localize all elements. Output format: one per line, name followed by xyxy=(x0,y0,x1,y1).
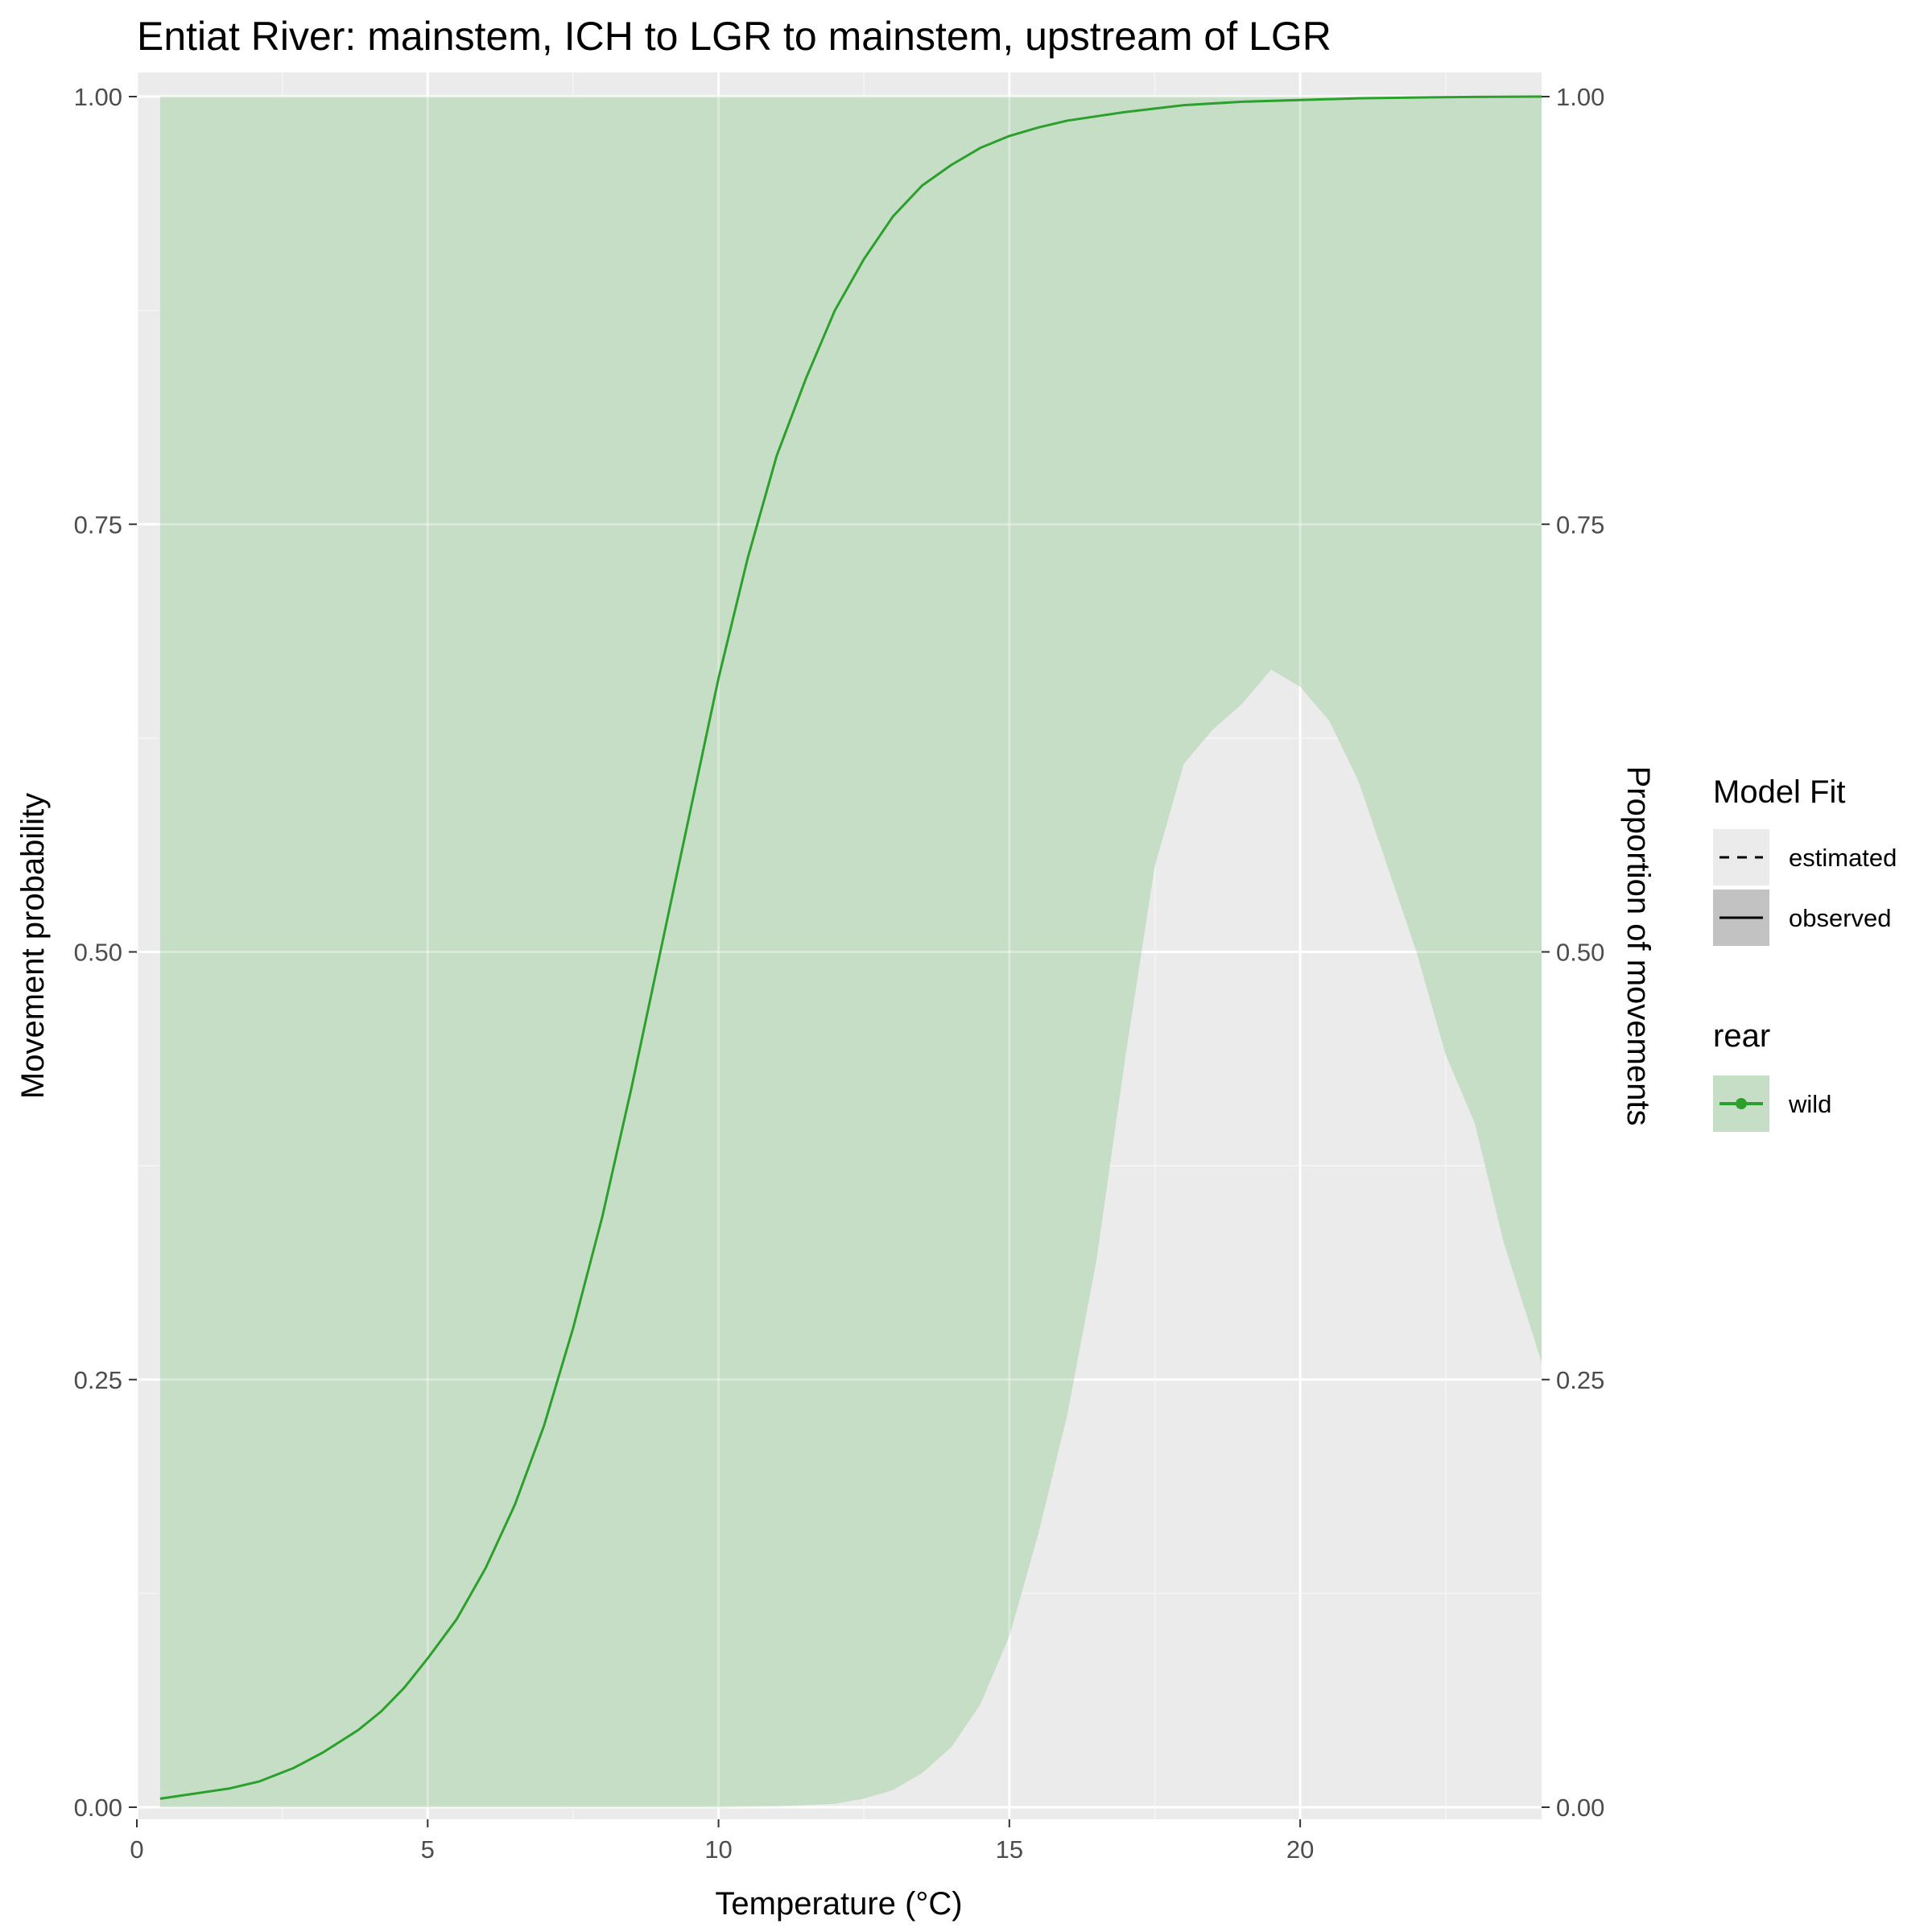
y2-axis-title: Proportion of movements xyxy=(1620,766,1656,1126)
y-tick-label: 0.50 xyxy=(74,939,122,967)
ribbon-area xyxy=(159,97,1542,1807)
y2-tick-label: 1.00 xyxy=(1556,83,1604,111)
y-tick-label: 1.00 xyxy=(74,83,122,111)
y-axis-left: 0.00 0.25 0.50 0.75 1.00 xyxy=(74,83,137,1822)
grid-overlay xyxy=(135,72,1542,1819)
x-tick-label: 20 xyxy=(1286,1835,1314,1864)
legend-point-wild-icon xyxy=(1736,1098,1747,1109)
legend-model-fit: Model Fit estimated observed xyxy=(1713,774,1897,946)
y-tick-label: 0.00 xyxy=(74,1794,122,1822)
y2-tick-label: 0.25 xyxy=(1556,1366,1604,1394)
x-tick-label: 10 xyxy=(704,1835,732,1864)
x-tick-label: 15 xyxy=(996,1835,1023,1864)
movement-probability-line xyxy=(159,95,1542,1800)
x-axis: 0 5 10 15 20 xyxy=(130,1819,1314,1864)
y-tick-label: 0.25 xyxy=(74,1366,122,1394)
y2-tick-label: 0.00 xyxy=(1556,1794,1604,1822)
ribbon-area-group xyxy=(159,97,1542,1807)
legend-title-model-fit: Model Fit xyxy=(1713,774,1846,810)
y-tick-label: 0.75 xyxy=(74,510,122,539)
legend-rear: rear wild xyxy=(1713,1018,1831,1132)
chart-title: Entiat River: mainstem, ICH to LGR to ma… xyxy=(137,14,1331,59)
x-tick-label: 5 xyxy=(421,1835,435,1864)
legend-title-rear: rear xyxy=(1713,1018,1770,1054)
legend-label-observed: observed xyxy=(1789,904,1892,932)
y2-tick-label: 0.50 xyxy=(1556,939,1604,967)
y2-tick-label: 0.75 xyxy=(1556,510,1604,539)
x-axis-title: Temperature (°C) xyxy=(715,1886,962,1922)
series-lines xyxy=(159,95,1542,1800)
legend-label-estimated: estimated xyxy=(1789,844,1897,872)
y-axis-title: Movement probability xyxy=(15,793,51,1099)
y-axis-right: 0.00 0.25 0.50 0.75 1.00 xyxy=(1542,83,1604,1822)
x-tick-label: 0 xyxy=(130,1835,143,1864)
legend-label-wild: wild xyxy=(1788,1090,1831,1118)
